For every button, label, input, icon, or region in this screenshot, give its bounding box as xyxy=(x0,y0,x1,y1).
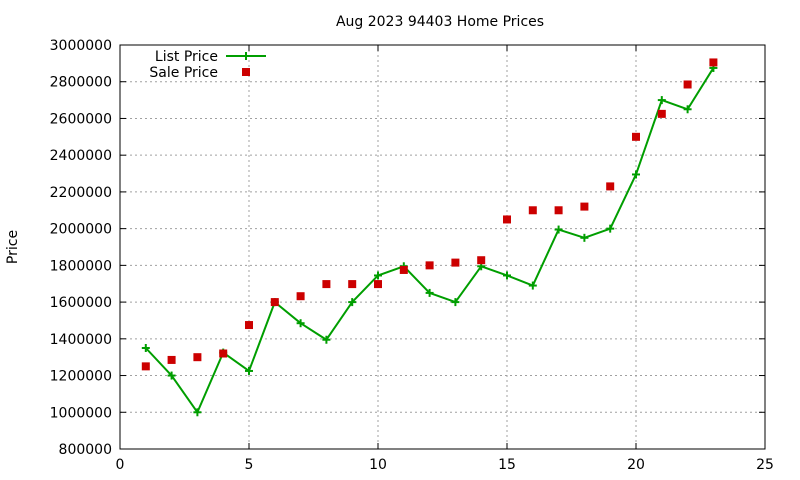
sale-price-point xyxy=(374,280,382,289)
sale-price-point xyxy=(528,206,537,215)
sale-price-point xyxy=(141,362,150,371)
list-price-point xyxy=(451,298,460,307)
y-tick-label: 1200000 xyxy=(50,369,112,385)
series-layer xyxy=(141,58,718,417)
list-price-point xyxy=(374,271,382,280)
list-price-point xyxy=(322,335,331,344)
y-tick-label: 2400000 xyxy=(50,148,112,164)
list-price-point xyxy=(606,224,615,233)
list-price-point xyxy=(425,288,434,297)
sale-price-point xyxy=(245,321,253,330)
list-price-line xyxy=(145,67,715,414)
sale-price-point xyxy=(348,280,357,289)
y-tick-label: 2000000 xyxy=(50,222,112,238)
y-tick-label: 1400000 xyxy=(50,332,112,348)
sale-price-point xyxy=(219,349,228,358)
x-tick-label: 25 xyxy=(756,457,774,473)
sale-price-point xyxy=(270,298,279,307)
list-price-point xyxy=(245,366,253,375)
list-price-point xyxy=(657,96,666,105)
sale-price-point xyxy=(451,258,460,267)
legend-label: Sale Price xyxy=(149,65,218,81)
sale-price-point xyxy=(193,353,202,362)
y-tick-label: 1000000 xyxy=(50,405,112,421)
sale-price-point xyxy=(606,182,615,191)
list-price-point xyxy=(296,319,305,328)
sale-price-point xyxy=(503,215,511,224)
sale-price-point xyxy=(477,256,486,265)
sale-price-point xyxy=(425,261,434,270)
x-tick-label: 5 xyxy=(245,457,254,473)
list-price-point xyxy=(683,105,692,114)
chart-title: Aug 2023 94403 Home Prices xyxy=(336,14,544,30)
y-tick-label: 1800000 xyxy=(50,258,112,274)
sale-price-point xyxy=(296,292,305,301)
y-tick-label: 2800000 xyxy=(50,75,112,91)
list-price-point xyxy=(554,225,563,234)
sale-price-point xyxy=(167,355,176,364)
list-price-point xyxy=(580,233,589,242)
sale-price-point xyxy=(580,202,589,211)
sale-price-point xyxy=(657,109,666,118)
list-price-point xyxy=(193,408,202,417)
plot-frame xyxy=(119,44,766,450)
list-price-point xyxy=(348,298,357,307)
series-sale-price xyxy=(141,58,718,371)
x-tick-label: 0 xyxy=(116,457,125,473)
sale-price-point xyxy=(632,132,640,141)
list-price-point xyxy=(528,281,537,290)
y-tick-label: 800000 xyxy=(59,442,112,458)
sale-price-point xyxy=(322,280,331,289)
list-price-point xyxy=(141,344,150,352)
legend-swatch-marker xyxy=(242,68,250,76)
legend-label: List Price xyxy=(155,49,218,65)
y-tick-label: 3000000 xyxy=(50,38,112,54)
y-axis-label: Price xyxy=(5,230,21,264)
legend-swatch-marker xyxy=(242,52,250,60)
sale-price-point xyxy=(399,265,408,274)
axis-ticks: 0 5 10 15 20 25 800000 1000000 1200000 1400000 160… xyxy=(50,38,774,473)
y-tick-label: 2200000 xyxy=(50,185,112,201)
list-price-point xyxy=(503,271,511,280)
series-list-price xyxy=(141,63,718,417)
y-tick-label: 2600000 xyxy=(50,111,112,127)
list-price-point xyxy=(632,170,640,179)
sale-price-point xyxy=(683,80,692,89)
x-tick-label: 15 xyxy=(498,457,516,473)
x-tick-label: 10 xyxy=(369,457,387,473)
x-tick-label: 20 xyxy=(627,457,645,473)
sale-price-point xyxy=(709,58,718,67)
grid-lines xyxy=(120,45,765,449)
list-price-point xyxy=(167,371,176,380)
y-tick-label: 1600000 xyxy=(50,295,112,311)
sale-price-point xyxy=(554,206,563,215)
